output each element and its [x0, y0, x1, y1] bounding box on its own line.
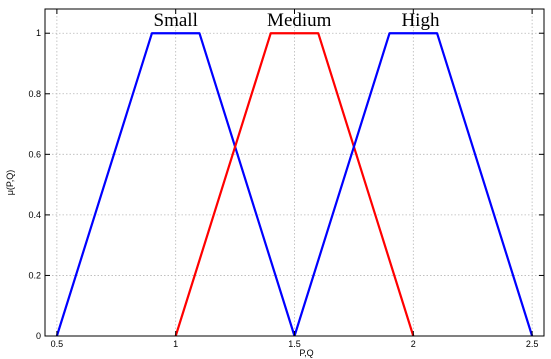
y-tick-labels: 0 0.2 0.4 0.6 0.8 1 [28, 28, 41, 341]
y-tick-label: 0.4 [28, 210, 41, 220]
series-line-small [55, 32, 296, 337]
series-line-medium [174, 32, 415, 337]
y-tick-label: 0.8 [28, 89, 41, 99]
x-tick-label: 2 [411, 339, 416, 349]
annotation-small: Small [154, 10, 198, 31]
x-axis-label: P,Q [299, 348, 313, 358]
x-tick-labels: 0.5 1 1.5 2 2.5 [51, 339, 539, 349]
annotation-high: High [401, 10, 440, 31]
y-tick-label: 1 [36, 28, 41, 38]
y-tick-label: 0 [36, 331, 41, 341]
y-tick-label: 0.6 [28, 149, 41, 159]
x-tick-label: 1.5 [288, 339, 301, 349]
x-tick-label: 0.5 [51, 339, 64, 349]
series-line-high [293, 32, 534, 337]
tick-marks [45, 9, 544, 337]
y-tick-label: 0.2 [28, 270, 41, 280]
x-tick-label: 2.5 [526, 339, 539, 349]
series-lines [55, 32, 534, 337]
annotations: Small Medium High [154, 10, 440, 31]
annotation-medium: Medium [267, 10, 332, 31]
y-axis-label: μ(P,Q) [5, 170, 15, 196]
plot-area [45, 9, 544, 336]
x-tick-label: 1 [173, 339, 178, 349]
